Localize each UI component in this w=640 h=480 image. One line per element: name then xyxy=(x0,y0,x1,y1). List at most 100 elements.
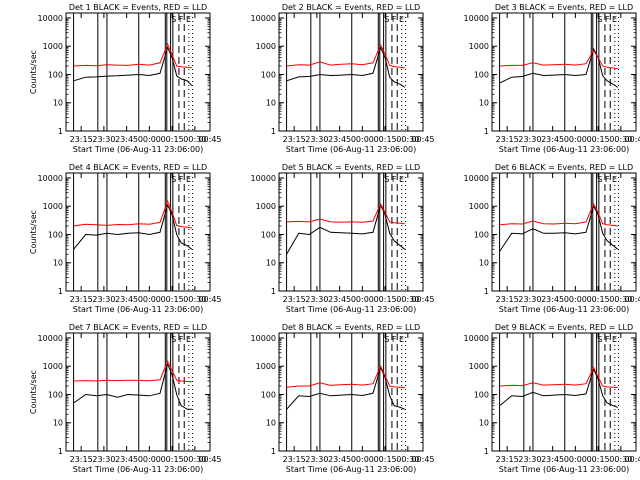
x-tick-label: 00:00 xyxy=(351,135,374,144)
series-line-events xyxy=(73,362,192,410)
detector-panel-6: Det 6 BLACK = Events, RED = LLD 1 10 100 100… xyxy=(464,163,640,314)
x-tick-label: 23:15 xyxy=(283,295,306,304)
x-tick-label: 23:30 xyxy=(92,455,115,464)
x-tick-label: 23:45 xyxy=(328,135,351,144)
series-line-lld xyxy=(286,202,405,225)
detector-panel-2: Det 2 BLACK = Events, RED = LLD 1 10 100 100… xyxy=(251,3,435,154)
flare-phase-annotation: S F E xyxy=(384,15,404,24)
series-line-events xyxy=(286,366,405,410)
plot-frame xyxy=(65,332,211,452)
y-tick-label: 1000 xyxy=(256,362,276,371)
x-tick-label: 23:45 xyxy=(115,455,138,464)
plot-frame xyxy=(278,172,424,292)
x-tick-label: 23:45 xyxy=(115,135,138,144)
plot-frame xyxy=(278,332,424,452)
x-tick-label: 00:15 xyxy=(161,295,184,304)
panel-title: Det 8 BLACK = Events, RED = LLD xyxy=(282,323,420,332)
x-axis-label: Start Time (06-Aug-11 23:06:00) xyxy=(499,305,630,314)
y-tick-label: 1 xyxy=(484,127,489,136)
panel-title: Det 6 BLACK = Events, RED = LLD xyxy=(495,163,633,172)
x-tick-label: 00:15 xyxy=(161,135,184,144)
flare-phase-annotation: S F E xyxy=(597,335,617,344)
x-tick-label: 00:15 xyxy=(374,295,397,304)
panel-title: Det 7 BLACK = Events, RED = LLD xyxy=(69,323,207,332)
y-tick-label: 10 xyxy=(53,99,63,108)
y-axis-label: Counts/sec xyxy=(29,370,38,414)
y-axis-label: Counts/sec xyxy=(29,210,38,254)
y-tick-label: 10 xyxy=(266,419,276,428)
x-tick-label: 23:15 xyxy=(496,135,519,144)
x-tick-label: 00:15 xyxy=(587,135,610,144)
series-line-lld xyxy=(73,360,192,383)
y-tick-label: 10 xyxy=(479,259,489,268)
y-tick-label: 100 xyxy=(474,70,489,79)
y-tick-label: 100 xyxy=(48,70,63,79)
y-tick-label: 100 xyxy=(474,390,489,399)
x-tick-label: 23:30 xyxy=(518,455,541,464)
panel-title: Det 5 BLACK = Events, RED = LLD xyxy=(282,163,420,172)
x-axis-label: Start Time (06-Aug-11 23:06:00) xyxy=(73,465,204,474)
y-tick-label: 10 xyxy=(479,99,489,108)
y-tick-label: 10000 xyxy=(464,174,489,183)
y-tick-label: 100 xyxy=(261,70,276,79)
y-tick-label: 10000 xyxy=(464,14,489,23)
y-tick-label: 10 xyxy=(53,419,63,428)
y-axis-label: Counts/sec xyxy=(29,50,38,94)
x-tick-label: 00:00 xyxy=(564,135,587,144)
series-line-events xyxy=(499,204,619,252)
x-axis-label: Start Time (06-Aug-11 23:06:00) xyxy=(499,145,630,154)
x-axis-label: Start Time (06-Aug-11 23:06:00) xyxy=(499,465,630,474)
y-tick-label: 100 xyxy=(261,230,276,239)
x-tick-label: 00:00 xyxy=(138,295,161,304)
y-tick-label: 10000 xyxy=(38,14,63,23)
x-tick-label: 23:45 xyxy=(115,295,138,304)
y-tick-label: 1000 xyxy=(43,42,63,51)
x-tick-label: 23:30 xyxy=(305,295,328,304)
plot-frame xyxy=(65,12,211,132)
y-tick-label: 10 xyxy=(479,419,489,428)
x-tick-label: 00:30 xyxy=(396,135,419,144)
y-tick-label: 1000 xyxy=(256,202,276,211)
x-tick-label: 23:30 xyxy=(92,135,115,144)
series-line-lld xyxy=(499,366,618,389)
x-tick-label: 23:30 xyxy=(518,135,541,144)
detector-panel-5: Det 5 BLACK = Events, RED = LLD 1 10 100 100… xyxy=(251,163,435,314)
x-tick-label: 23:30 xyxy=(518,295,541,304)
series-line-events xyxy=(286,203,406,255)
flare-phase-annotation: S F E xyxy=(597,15,617,24)
y-tick-label: 100 xyxy=(474,230,489,239)
detector-panel-9: Det 9 BLACK = Events, RED = LLD 1 10 100 100… xyxy=(464,323,640,474)
x-tick-label: 23:30 xyxy=(305,135,328,144)
flare-phase-annotation: S F E xyxy=(384,175,404,184)
series-line-events xyxy=(499,47,619,88)
x-tick-label: 23:30 xyxy=(305,455,328,464)
x-tick-label: 23:15 xyxy=(283,455,306,464)
y-tick-label: 10 xyxy=(266,259,276,268)
x-tick-label: 00:15 xyxy=(374,135,397,144)
y-tick-label: 1000 xyxy=(43,202,63,211)
plot-frame xyxy=(65,172,211,292)
y-tick-label: 1000 xyxy=(469,42,489,51)
x-tick-label: 00:30 xyxy=(609,455,632,464)
series-line-events xyxy=(286,46,406,88)
panel-title: Det 3 BLACK = Events, RED = LLD xyxy=(495,3,633,12)
x-tick-label: 23:15 xyxy=(496,455,519,464)
x-tick-label: 00:00 xyxy=(351,295,374,304)
plot-frame xyxy=(491,332,637,452)
y-tick-label: 10000 xyxy=(251,174,276,183)
x-tick-label: 00:45 xyxy=(198,455,221,464)
flare-phase-annotation: S F E xyxy=(171,335,191,344)
x-tick-label: 23:45 xyxy=(328,295,351,304)
flare-phase-annotation: S F E xyxy=(384,335,404,344)
series-line-lld xyxy=(499,202,618,227)
series-line-lld xyxy=(73,199,192,229)
y-tick-label: 1 xyxy=(271,447,276,456)
x-axis-label: Start Time (06-Aug-11 23:06:00) xyxy=(286,465,417,474)
x-tick-label: 00:30 xyxy=(183,295,206,304)
detector-panel-3: Det 3 BLACK = Events, RED = LLD 1 10 100 100… xyxy=(464,3,640,154)
x-tick-label: 00:45 xyxy=(198,135,221,144)
y-tick-label: 1000 xyxy=(256,42,276,51)
series-line-lld xyxy=(286,43,405,69)
x-tick-label: 00:30 xyxy=(183,455,206,464)
